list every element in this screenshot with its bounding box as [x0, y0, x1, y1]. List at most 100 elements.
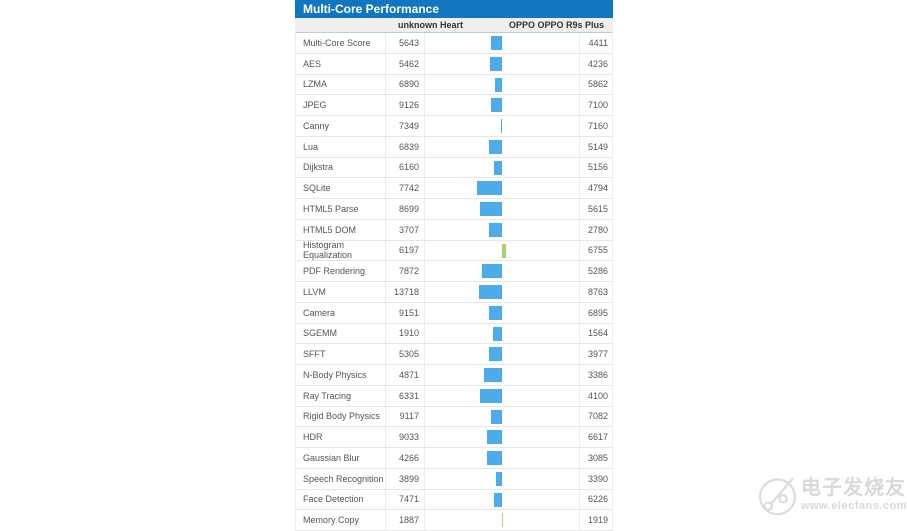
table-row: LZMA 6890 5862: [296, 74, 612, 96]
table-row: Dijkstra 6160 5156: [296, 157, 612, 179]
score-diff-bar: [491, 98, 502, 113]
score-diff-bar: [490, 56, 502, 71]
score-bar-cell: [425, 54, 579, 74]
test-name-label: Histogram Equalization: [296, 240, 386, 260]
benchmark-comparison-table: Multi-Core Performance unknown Heart OPP…: [295, 0, 613, 531]
device2-score: 3390: [579, 468, 612, 489]
score-bar-cell: [425, 386, 579, 406]
device1-score: 6890: [386, 74, 425, 95]
test-name-label: Dijkstra: [296, 157, 386, 178]
elecfans-logo-icon: [759, 477, 796, 516]
score-diff-bar: [496, 471, 502, 486]
test-name-label: Multi-Core Score: [296, 33, 386, 53]
score-diff-bar: [494, 160, 502, 175]
device1-score: 9151: [386, 302, 425, 323]
device2-score: 6895: [579, 302, 612, 323]
test-name-label: Ray Tracing: [296, 385, 386, 406]
score-diff-bar: [491, 409, 502, 424]
benchmark-rows: Multi-Core Score 5643 4411 AES 5462 4236 LZMA 6…: [295, 33, 613, 531]
test-name-label: Face Detection: [296, 489, 386, 510]
score-diff-bar: [501, 119, 502, 133]
table-row: Ray Tracing 6331 4100: [296, 385, 612, 407]
score-diff-bar: [479, 285, 502, 299]
table-row: SQLite 7742 4794: [296, 178, 612, 199]
test-name-label: PDF Rendering: [296, 261, 386, 281]
score-diff-bar: [487, 451, 502, 465]
score-bar-cell: [425, 220, 579, 240]
score-diff-bar: [489, 305, 502, 320]
device2-score: 4236: [579, 53, 612, 74]
table-row: AES 5462 4236: [296, 53, 612, 75]
test-name-label: Speech Recognition: [296, 468, 386, 489]
device2-score: 7100: [579, 95, 612, 115]
table-row: LLVM 13718 8763: [296, 282, 612, 303]
score-bar-cell: [425, 344, 579, 364]
device1-score: 7872: [386, 261, 425, 281]
device1-score: 4871: [386, 365, 425, 385]
score-diff-bar: [502, 513, 503, 528]
device2-score: 8763: [579, 282, 612, 302]
test-name-label: Memory Copy: [296, 510, 386, 530]
score-diff-bar: [487, 430, 502, 445]
score-bar-cell: [425, 261, 579, 281]
table-row: JPEG 9126 7100: [296, 95, 612, 116]
score-diff-bar: [489, 347, 502, 362]
device1-score: 5462: [386, 53, 425, 74]
device2-score: 2780: [579, 219, 612, 240]
device2-score: 3977: [579, 344, 612, 364]
score-diff-bar: [482, 264, 502, 279]
table-title-bar: Multi-Core Performance: [295, 0, 613, 18]
score-bar-cell: [425, 324, 579, 344]
score-diff-bar: [480, 388, 502, 403]
device2-score: 7160: [579, 116, 612, 136]
test-name-label: SGEMM: [296, 323, 386, 344]
device1-score: 9033: [386, 427, 425, 447]
score-bar-cell: [425, 303, 579, 323]
device1-score: 3899: [386, 468, 425, 489]
score-bar-cell: [425, 427, 579, 447]
test-name-label: N-Body Physics: [296, 365, 386, 385]
test-name-label: LZMA: [296, 74, 386, 95]
device1-score: 9126: [386, 95, 425, 115]
test-name-label: HTML5 Parse: [296, 199, 386, 219]
device1-score: 1887: [386, 510, 425, 530]
watermark: 电子发烧友 www.elecfans.com: [757, 460, 907, 530]
device2-score: 7082: [579, 406, 612, 427]
device1-score: 6197: [386, 240, 425, 261]
score-diff-bar: [480, 202, 502, 216]
table-row: N-Body Physics 4871 3386: [296, 365, 612, 386]
score-diff-bar: [491, 36, 502, 50]
test-name-label: HDR: [296, 427, 386, 447]
table-row: Memory Copy 1887 1919: [296, 510, 612, 531]
device1-score: 5643: [386, 33, 425, 53]
test-name-label: Canny: [296, 116, 386, 136]
table-row: Multi-Core Score 5643 4411: [296, 33, 612, 54]
device1-score: 3707: [386, 219, 425, 240]
score-diff-bar: [484, 368, 502, 382]
test-name-label: JPEG: [296, 95, 386, 115]
device1-score: 6839: [386, 136, 425, 157]
score-diff-bar: [502, 243, 506, 258]
table-row: Lua 6839 5149: [296, 136, 612, 158]
score-bar-cell: [425, 282, 579, 302]
device2-score: 5862: [579, 74, 612, 95]
device2-score: 5615: [579, 199, 612, 219]
table-row: HTML5 Parse 8699 5615: [296, 199, 612, 220]
table-row: Camera 9151 6895: [296, 302, 612, 324]
device2-score: 3386: [579, 365, 612, 385]
device2-score: 4100: [579, 385, 612, 406]
table-row: PDF Rendering 7872 5286: [296, 261, 612, 282]
page-title: Multi-Core Performance: [303, 2, 440, 16]
device2-score: 1919: [579, 510, 612, 530]
score-bar-cell: [425, 33, 579, 53]
device2-score: 5156: [579, 157, 612, 178]
score-bar-cell: [425, 510, 579, 530]
device2-score: 4411: [579, 33, 612, 53]
device1-score: 4266: [386, 448, 425, 468]
test-name-label: Camera: [296, 302, 386, 323]
table-row: Face Detection 7471 6226: [296, 489, 612, 511]
test-name-label: SFFT: [296, 344, 386, 364]
score-bar-cell: [425, 490, 579, 510]
score-bar-cell: [425, 158, 579, 178]
test-name-label: Lua: [296, 136, 386, 157]
